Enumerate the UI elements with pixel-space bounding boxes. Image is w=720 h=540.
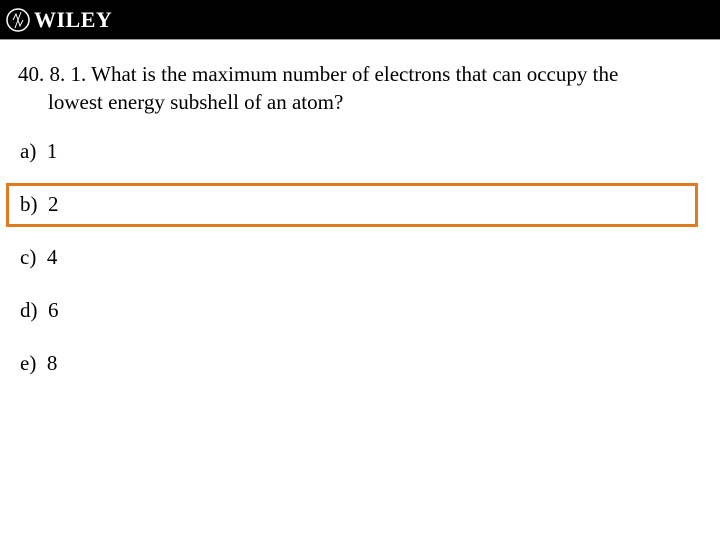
question-line-1: 40. 8. 1. What is the maximum number of … (18, 62, 618, 86)
option-a: a) 1 (18, 139, 702, 192)
option-e: e) 8 (18, 351, 702, 404)
options-list: a) 1 b) 2 c) 4 d) 6 e) 8 (18, 139, 702, 404)
brand: WILEY (6, 7, 112, 33)
option-text: 2 (48, 192, 59, 217)
wiley-logo-icon (6, 8, 30, 32)
option-letter: d) (20, 298, 38, 323)
slide-content: 40. 8. 1. What is the maximum number of … (0, 40, 720, 404)
option-c: c) 4 (18, 245, 702, 298)
option-letter: b) (20, 192, 38, 217)
option-letter: e) (20, 351, 36, 376)
option-b: b) 2 (18, 192, 702, 245)
question-line-2: lowest energy subshell of an atom? (18, 88, 702, 116)
brand-name: WILEY (34, 7, 112, 33)
option-d: d) 6 (18, 298, 702, 351)
option-text: 6 (48, 298, 59, 323)
option-text: 1 (47, 139, 58, 164)
option-letter: c) (20, 245, 36, 270)
option-text: 4 (47, 245, 58, 270)
question-text: 40. 8. 1. What is the maximum number of … (18, 60, 702, 117)
option-letter: a) (20, 139, 36, 164)
slide-header: WILEY (0, 0, 720, 40)
option-text: 8 (47, 351, 58, 376)
